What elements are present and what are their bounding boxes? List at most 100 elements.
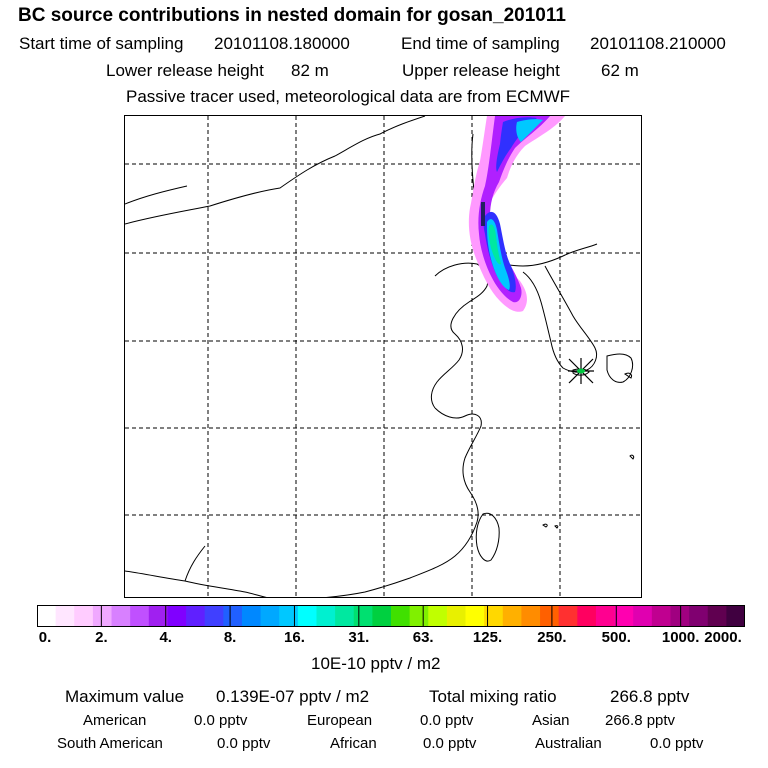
upper-height-label: Upper release height [402,61,560,80]
colorbar-cell [316,605,336,627]
total-mixing-label: Total mixing ratio [429,687,557,706]
max-value: 0.139E-07 pptv / m2 [216,687,370,706]
plume-maximum-cell [481,202,485,226]
colorbar-tick-label: 2000. [704,629,742,646]
border-line [125,570,267,597]
colorbar-tick-label: 31. [348,629,370,646]
region-name: European [307,712,373,729]
coastlines [125,116,635,597]
colorbar-tick-label: 250. [537,629,567,646]
colorbar-cell [186,605,206,627]
region-value: 0.0 pptv [420,712,474,729]
colorbar-tick-label: 4. [159,629,172,646]
colorbar-cell [465,605,485,627]
colorbar-cell [335,605,355,627]
colorbar-cell [260,605,280,627]
colorbar-cell [204,605,224,627]
colorbar-cell [428,605,448,627]
colorbar-tick-label: 8. [223,629,237,646]
region-name: African [330,735,377,752]
colorbar-cell [148,605,169,627]
map-panel [124,115,642,598]
colorbar-cell [92,605,113,627]
lower-height-value: 82 m [291,61,329,80]
colorbar-cell [595,605,616,627]
colorbar-units: 10E-10 pptv / m2 [311,654,441,673]
colorbar-tick-label: 0. [38,629,52,646]
end-time-label: End time of sampling [401,34,560,53]
colorbar-cell [55,605,75,627]
start-time-label: Start time of sampling [19,34,184,53]
colorbar-cell [707,605,727,627]
colorbar-tick-label: 2. [95,629,108,646]
colorbar-cell [540,605,560,627]
colorbar-cell [651,605,672,627]
end-time-value: 20101108.210000 [590,34,726,53]
colorbar-cell [409,605,429,627]
graticule [125,116,641,597]
taiwan-coast [475,512,500,562]
colorbar-cell [241,605,262,627]
island [624,372,632,379]
lower-height-label: Lower release height [106,61,264,80]
colorbar-cell [111,605,131,627]
region-name: South American [57,735,163,752]
region-name: Australian [535,735,602,752]
upper-height-value: 62 m [601,61,639,80]
colorbar-tick-label: 500. [601,629,631,646]
region-value: 0.0 pptv [423,735,477,752]
colorbar-cell [689,605,709,627]
max-value-label: Maximum value [65,687,185,706]
colorbar-tick-label: 16. [284,629,305,646]
region-value: 266.8 pptv [605,712,676,729]
total-mixing-value: 266.8 pptv [610,687,690,706]
colorbar-cell [37,605,57,627]
island [542,523,548,528]
colorbar-cell [74,605,94,627]
colorbar-cell [502,605,523,627]
tracer-note: Passive tracer used, meteorological data… [126,87,571,106]
colorbar-tick-label: 1000. [661,629,700,646]
receptor-hotspot [577,368,585,374]
colorbar-cell [521,605,541,627]
region-name: American [83,712,147,729]
colorbar-cell [558,605,578,627]
colorbar-cell [614,605,634,627]
region-value: 0.0 pptv [650,735,704,752]
china-coast [326,407,482,597]
colorbar-cell [577,605,597,627]
region-value: 0.0 pptv [194,712,248,729]
plume-peak [488,224,501,265]
colorbar-cell [297,605,318,627]
colorbar-cell [726,605,745,627]
colorbar-cell [391,605,411,627]
korea-coast [522,265,598,373]
border-line [125,185,188,205]
china-coast [430,262,489,409]
colorbar-cell [372,605,392,627]
colorbar-cell [130,605,150,627]
border-line [125,116,426,225]
receptor-marker [568,358,594,384]
map-canvas [125,116,641,597]
colorbar-cell [633,605,653,627]
region-value: 0.0 pptv [217,735,271,752]
japan-coast [606,353,634,383]
colorbar-cell [446,605,467,627]
colorbar-border [37,605,745,627]
colorbar-tick-label: 63. [412,629,434,646]
colorbar-cell [670,605,690,627]
colorbar-cell [484,605,504,627]
island [554,525,559,529]
island [629,454,635,460]
colorbar [37,605,745,627]
region-name: Asian [532,712,570,729]
start-time-value: 20101108.180000 [214,34,350,53]
colorbar-cell [279,605,299,627]
colorbar-cell [223,605,243,627]
border-line [184,545,206,582]
source-plume [468,116,565,312]
map-title: BC source contributions in nested domain… [18,5,566,26]
colorbar-tick-label: 125. [472,629,503,646]
colorbar-cell [353,605,373,627]
